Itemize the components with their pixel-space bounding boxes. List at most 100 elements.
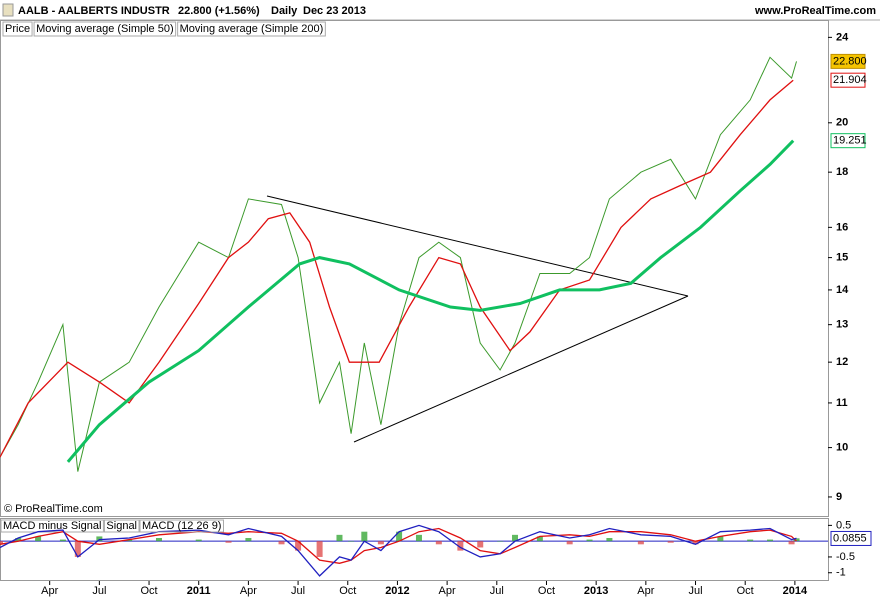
- histogram-bar: [96, 536, 103, 542]
- value-tag: [830, 133, 866, 149]
- x-tick-label: 2013: [584, 585, 608, 597]
- x-tick-label: Oct: [339, 585, 356, 597]
- trendline: [266, 195, 689, 297]
- x-tick-label: Oct: [140, 585, 157, 597]
- header: AALB - AALBERTS INDUSTR 22.800 (+1.56%) …: [2, 3, 876, 17]
- histogram-bar: [295, 541, 302, 551]
- x-tick-label: Jul: [92, 585, 106, 597]
- histogram-bar: [59, 539, 66, 542]
- x-tick-label: Apr: [240, 585, 257, 597]
- legend-box: [33, 21, 177, 37]
- histogram-bar: [477, 541, 484, 548]
- x-tick-label: 2011: [187, 585, 211, 597]
- value-tag-label: 19.251: [833, 135, 867, 147]
- date: Dec 23 2013: [303, 5, 366, 17]
- histogram-bar: [747, 539, 754, 542]
- interval: Daily: [271, 5, 298, 17]
- legend-box: [103, 519, 140, 533]
- y-tick-label: 15: [836, 252, 848, 264]
- histogram-bar: [245, 538, 252, 542]
- legend-label: Signal: [106, 520, 137, 532]
- legend-label: Moving average (Simple 50): [36, 23, 174, 35]
- histogram-bar: [15, 538, 22, 542]
- x-tick-label: Apr: [637, 585, 654, 597]
- histogram-bar: [316, 541, 323, 557]
- histogram-bar: [457, 541, 464, 551]
- histogram-bar: [0, 541, 3, 545]
- y-tick-label: 11: [836, 397, 848, 409]
- histogram-bar: [692, 541, 699, 545]
- histogram-bar: [126, 539, 133, 542]
- x-tick-label: 2012: [385, 585, 409, 597]
- y-tick-label: 18: [836, 166, 848, 178]
- x-tick-label: Oct: [538, 585, 555, 597]
- histogram-bar: [74, 541, 81, 557]
- legend-label: MACD minus Signal: [3, 520, 101, 532]
- y-tick-label: 16: [836, 221, 848, 233]
- legend-box: [139, 519, 224, 533]
- macd-line: [0, 527, 797, 564]
- histogram-bar: [377, 541, 384, 545]
- histogram-bar: [278, 541, 285, 545]
- quote: 22.800 (+1.56%): [178, 5, 260, 17]
- histogram-bar: [767, 539, 774, 542]
- legend-label: MACD (12 26 9): [142, 520, 221, 532]
- moving-average-line: [66, 139, 795, 463]
- histogram-bar: [788, 541, 795, 545]
- x-tick-label: Apr: [439, 585, 456, 597]
- histogram-bar: [793, 538, 800, 542]
- y-tick-label: 10: [836, 441, 848, 453]
- histogram-bar: [637, 541, 644, 545]
- legend-label: Price: [5, 23, 30, 35]
- histogram-bar: [667, 541, 674, 543]
- y-tick-label: 20: [836, 117, 848, 129]
- trendline: [353, 295, 689, 443]
- histogram-bar: [497, 541, 504, 542]
- y-tick-label: 13: [836, 319, 848, 331]
- plot-layer: 9 10 11 12 13 14 15 16 18 20 24 Apr Jul Oct 2011 Apr Jul…: [0, 21, 872, 597]
- y-tick-label: 24: [836, 31, 849, 43]
- value-tag-label: 21.904: [833, 74, 867, 86]
- histogram-bar: [586, 539, 593, 542]
- histogram-bar: [536, 536, 543, 542]
- histogram-bar: [512, 534, 519, 542]
- histogram-bar: [195, 539, 202, 542]
- histogram-bar: [348, 541, 355, 542]
- x-tick-label: Oct: [737, 585, 754, 597]
- histogram-bar: [606, 538, 613, 542]
- value-tag: [830, 530, 872, 546]
- y-tick-label: -0.5: [836, 551, 855, 563]
- copyright: © ProRealTime.com: [4, 503, 103, 515]
- value-tag-label: 22.800: [833, 55, 867, 67]
- x-tick-label: 2014: [783, 585, 808, 597]
- x-tick-label: Jul: [688, 585, 702, 597]
- legend-label: Moving average (Simple 200): [180, 23, 324, 35]
- y-tick-label: -1: [836, 567, 846, 579]
- price-panel-frame: [0, 20, 829, 517]
- histogram-bar: [415, 534, 422, 542]
- site: www.ProRealTime.com: [754, 5, 876, 17]
- icon: [2, 3, 14, 17]
- histogram-bar: [435, 541, 442, 545]
- histogram-bar: [336, 534, 343, 542]
- histogram-bar: [717, 536, 724, 542]
- histogram-bar: [396, 531, 403, 542]
- y-tick-label: 12: [836, 356, 848, 368]
- histogram-bar: [155, 538, 162, 542]
- value-tag: [830, 72, 866, 88]
- macd-panel-frame: [0, 518, 829, 581]
- x-tick-label: Jul: [291, 585, 305, 597]
- y-tick-label: 9: [836, 491, 842, 503]
- value-tag: [830, 53, 866, 69]
- macd-line: [0, 524, 797, 577]
- legend-box: [0, 519, 104, 533]
- symbol: AALB - AALBERTS INDUSTR: [18, 5, 170, 17]
- histogram-bar: [361, 531, 368, 542]
- moving-average-line: [0, 79, 794, 458]
- legend-box: [177, 21, 326, 37]
- value-tag-label: 0.0855: [833, 532, 867, 544]
- histogram-bar: [225, 541, 232, 543]
- legend-box: [2, 21, 33, 37]
